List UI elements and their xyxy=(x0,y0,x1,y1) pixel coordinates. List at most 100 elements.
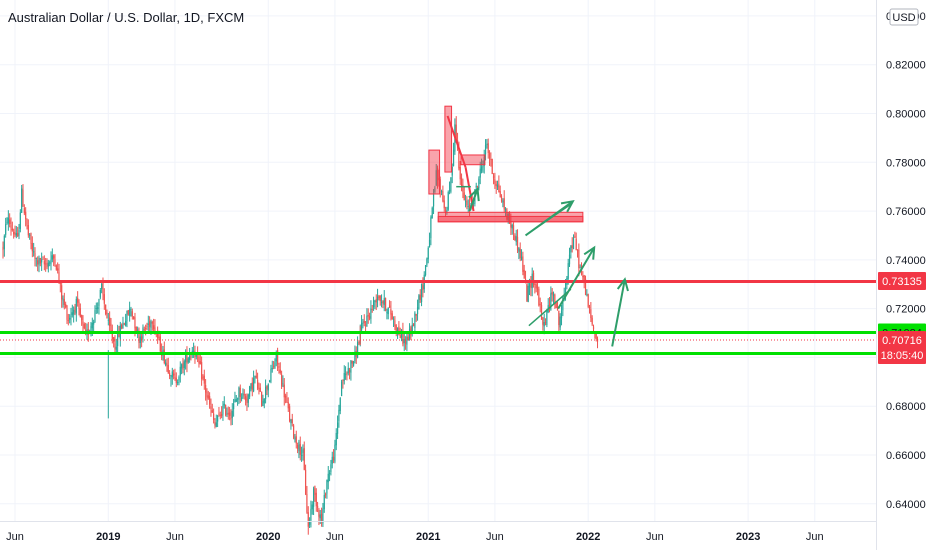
candle-body xyxy=(492,175,495,179)
resistance-box[interactable] xyxy=(428,149,441,195)
candle-body xyxy=(246,398,248,403)
resistance-box[interactable] xyxy=(444,105,453,173)
candle-body xyxy=(62,298,64,301)
candle-body xyxy=(58,271,60,282)
candle-body xyxy=(556,306,559,311)
horizontal-levels[interactable] xyxy=(0,280,876,355)
candle-body xyxy=(14,232,16,236)
candle-body xyxy=(270,368,272,382)
red-trend-line[interactable] xyxy=(446,115,467,168)
green-arrow[interactable] xyxy=(611,279,626,347)
candle-body xyxy=(368,316,371,319)
candle-body xyxy=(348,369,351,373)
candle-body xyxy=(275,352,277,362)
candle-body xyxy=(498,183,500,193)
green-arrow[interactable] xyxy=(468,188,479,212)
candle-body xyxy=(61,285,63,300)
price-axis[interactable]: 0.840000.820000.800000.780000.760000.740… xyxy=(886,11,926,511)
candle-body xyxy=(103,294,105,304)
candle-body xyxy=(330,464,332,472)
candle-body xyxy=(434,187,436,193)
candle-body xyxy=(500,196,503,201)
y-tick-label: 0.64000 xyxy=(886,499,926,511)
candle-body xyxy=(302,449,304,453)
candle-body xyxy=(506,209,508,220)
candle-body xyxy=(150,320,152,328)
candle-body xyxy=(287,402,289,409)
last-price-label: 0.70716 xyxy=(882,335,922,347)
candle-body xyxy=(292,425,295,438)
candle-body xyxy=(207,395,209,399)
resistance-box[interactable] xyxy=(460,154,486,166)
candle-body xyxy=(527,285,529,302)
candle-body xyxy=(239,387,241,397)
candle-body xyxy=(146,326,148,327)
candle-body xyxy=(514,235,516,241)
candle-body xyxy=(452,149,455,166)
y-tick-label: 0.80000 xyxy=(886,108,926,120)
candle-body xyxy=(576,250,579,252)
time-axis[interactable]: Jun 2019 Jun 2020 Jun 2021 Jun 2022 Jun 2023 Jun xyxy=(6,531,824,543)
green-trend-line[interactable] xyxy=(528,288,572,327)
candle-body xyxy=(504,209,507,210)
candle-body xyxy=(171,371,173,378)
candle-body xyxy=(311,504,313,510)
candle-body xyxy=(54,259,56,264)
candle-body xyxy=(30,232,32,244)
y-tick-label: 0.72000 xyxy=(886,304,926,316)
candle-body xyxy=(490,159,492,160)
candle-body xyxy=(391,313,393,320)
candle-body xyxy=(138,330,140,343)
drawings[interactable] xyxy=(428,105,629,347)
currency-label: USD xyxy=(892,12,915,24)
candle-body xyxy=(578,249,580,269)
resistance-box[interactable] xyxy=(437,211,584,223)
candle-body xyxy=(274,362,276,369)
candle-body xyxy=(167,364,169,374)
candle-body xyxy=(29,234,31,236)
candle-body xyxy=(375,299,377,303)
candle-body xyxy=(298,441,300,451)
candle-body xyxy=(149,321,151,327)
candle-body xyxy=(450,177,452,192)
candle-body xyxy=(534,283,536,285)
candle-body xyxy=(484,145,487,155)
candle-body xyxy=(262,400,264,407)
x-tick-label: 2020 xyxy=(256,531,280,543)
candle-body xyxy=(186,353,188,364)
candle-body xyxy=(326,479,328,494)
candle-body xyxy=(588,306,591,309)
candle-body xyxy=(318,509,320,517)
green-arrow[interactable] xyxy=(524,200,574,237)
candle-body xyxy=(221,414,223,417)
candle-body xyxy=(263,398,265,404)
candle-body xyxy=(336,422,339,434)
candle-body xyxy=(338,409,340,422)
grid-lines xyxy=(0,0,876,521)
candle-body xyxy=(70,315,72,318)
candle-body xyxy=(214,421,216,426)
candle-body xyxy=(42,258,44,260)
candle-body xyxy=(265,386,267,400)
candle-body xyxy=(198,356,200,364)
candle-body xyxy=(448,189,451,192)
candle-body xyxy=(352,361,355,366)
candle-body xyxy=(415,314,417,316)
candle-body xyxy=(350,360,352,373)
candle-body xyxy=(189,355,191,360)
green-arrow[interactable] xyxy=(557,247,596,310)
candle-body xyxy=(258,388,260,390)
candle-body xyxy=(143,329,145,331)
candle-body xyxy=(37,260,39,265)
candle-body xyxy=(81,314,83,321)
candle-body xyxy=(38,257,40,266)
candle-body xyxy=(451,167,453,176)
candle-body xyxy=(33,251,35,253)
candle-body xyxy=(558,310,560,326)
candle-body xyxy=(158,337,160,339)
candle-body xyxy=(455,124,457,142)
x-tick-label: 2021 xyxy=(416,531,440,543)
candle-body xyxy=(223,403,225,406)
